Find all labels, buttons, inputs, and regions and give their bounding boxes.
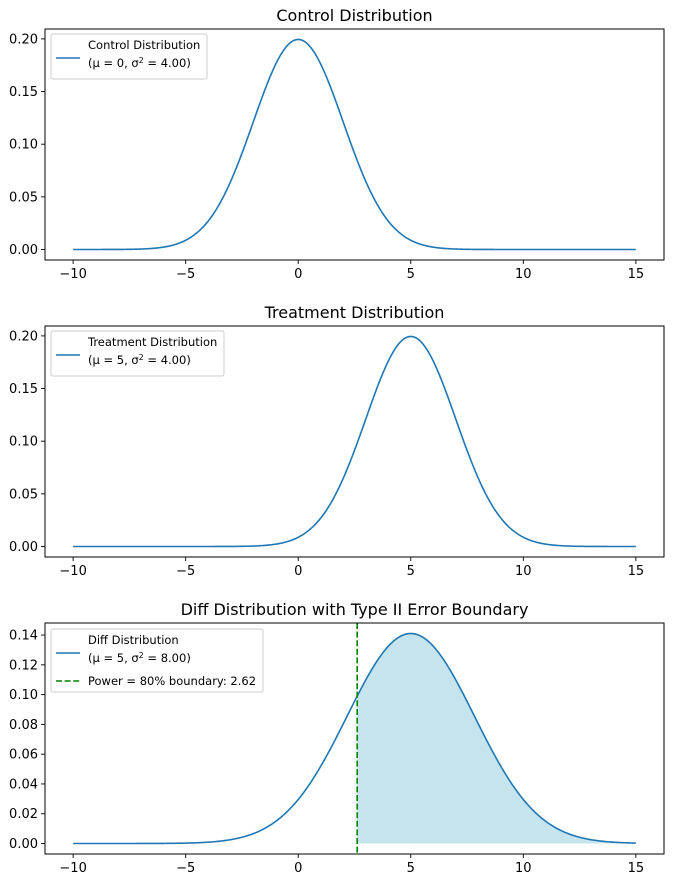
y-tick-label: 0.04 [9, 777, 38, 792]
x-tick-label: −10 [59, 564, 86, 579]
x-tick-label: 0 [294, 564, 302, 579]
diff-distribution-panel: Diff Distribution with Type II Error Bou… [9, 600, 665, 876]
y-tick-label: 0.15 [9, 382, 38, 397]
y-tick-label: 0.10 [9, 138, 38, 153]
x-tick-label: −10 [59, 861, 86, 876]
x-tick-label: 0 [294, 267, 302, 282]
x-tick-label: −10 [59, 267, 86, 282]
y-tick-label: 0.06 [9, 748, 38, 763]
panel-title: Diff Distribution with Type II Error Bou… [181, 600, 529, 619]
density-curve [73, 632, 636, 845]
x-tick-label: −5 [176, 564, 195, 579]
y-tick-label: 0.05 [9, 487, 38, 502]
legend: Control Distribution (μ = 0, σ2 = 4.00) [50, 33, 208, 80]
y-tick-label: 0.12 [9, 658, 38, 673]
y-tick-label: 0.00 [9, 837, 38, 852]
x-tick-label: 5 [407, 267, 415, 282]
legend-label-boundary: Power = 80% boundary: 2.62 [88, 674, 256, 688]
legend-label: Diff Distribution [88, 633, 179, 647]
legend-label-params: (μ = 0, σ2 = 4.00) [88, 56, 191, 71]
x-tick-label: 15 [628, 564, 645, 579]
y-tick-label: 0.15 [9, 85, 38, 100]
legend-label-params: (μ = 5, σ2 = 4.00) [88, 353, 191, 368]
y-tick-label: 0.05 [9, 190, 38, 205]
type-ii-fill-area [357, 633, 636, 844]
x-tick-label: −5 [176, 267, 195, 282]
y-tick-label: 0.10 [9, 435, 38, 450]
x-tick-label: 10 [515, 564, 532, 579]
legend: Treatment Distribution (μ = 5, σ2 = 4.00… [50, 330, 225, 377]
density-curve [73, 335, 636, 548]
y-tick-label: 0.14 [9, 629, 38, 644]
y-tick-label: 0.02 [9, 807, 38, 822]
axes-frame [44, 622, 665, 855]
y-tick-label: 0.00 [9, 243, 38, 258]
x-tick-label: 5 [407, 861, 415, 876]
x-tick-label: 15 [628, 267, 645, 282]
y-tick-label: 0.20 [9, 329, 38, 344]
density-curve [73, 38, 636, 251]
legend-label: Treatment Distribution [87, 335, 217, 349]
treatment-distribution-panel: Treatment Distribution −10 −5 0 5 10 15 0.00 0… [9, 303, 665, 579]
x-tick-label: 10 [515, 267, 532, 282]
y-tick-label: 0.00 [9, 540, 38, 555]
legend: Diff Distribution (μ = 5, σ2 = 8.00) Pow… [50, 628, 264, 693]
panel-title: Treatment Distribution [264, 303, 445, 322]
x-tick-label: 10 [515, 861, 532, 876]
x-tick-label: 15 [628, 861, 645, 876]
panel-title: Control Distribution [276, 6, 432, 25]
legend-label-params: (μ = 5, σ2 = 8.00) [88, 651, 191, 666]
x-tick-label: −5 [176, 861, 195, 876]
y-tick-label: 0.20 [9, 32, 38, 47]
y-tick-label: 0.08 [9, 718, 38, 733]
legend-label: Control Distribution [88, 38, 200, 52]
x-tick-label: 5 [407, 564, 415, 579]
x-tick-label: 0 [294, 861, 302, 876]
control-distribution-panel: Control Distribution −10 −5 0 5 10 15 0.00 0.0… [9, 6, 665, 282]
y-tick-label: 0.10 [9, 688, 38, 703]
